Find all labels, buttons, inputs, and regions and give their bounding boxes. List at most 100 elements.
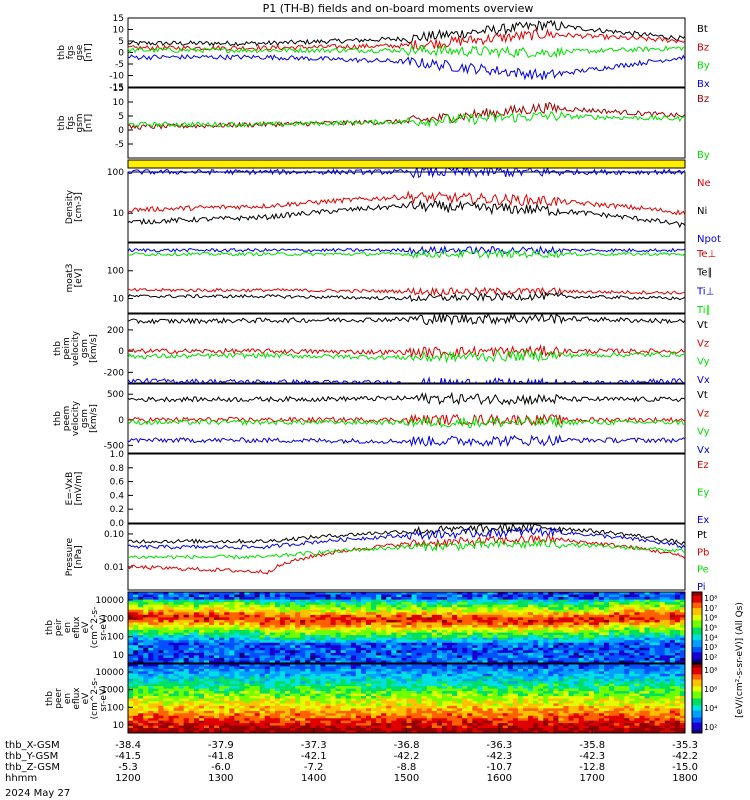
heatmap-cell — [553, 671, 559, 675]
heatmap-cell — [148, 597, 154, 601]
heatmap-cell — [209, 686, 215, 690]
heatmap-cell — [239, 660, 245, 664]
heatmap-cell — [421, 696, 428, 699]
heatmap-cell — [138, 635, 144, 639]
heatmap-cell — [178, 696, 185, 699]
heatmap-cell — [553, 622, 559, 626]
heatmap-cell — [193, 612, 200, 616]
heatmap-cell — [654, 693, 661, 697]
heatmap-cell — [214, 630, 220, 633]
heatmap-cell — [644, 604, 650, 608]
heatmap-cell — [229, 630, 235, 633]
heatmap-cell — [441, 700, 448, 704]
heatmap-cell — [411, 635, 418, 639]
heatmap-cell — [274, 612, 281, 616]
heatmap-cell — [193, 666, 200, 670]
heatmap-cell — [279, 652, 286, 656]
heatmap-cell — [244, 666, 250, 670]
heatmap-cell — [669, 624, 676, 628]
heatmap-cell — [203, 624, 210, 628]
heatmap-cell — [669, 642, 676, 646]
heatmap-cell — [507, 619, 514, 623]
heatmap-cell — [497, 602, 504, 606]
heatmap-cell — [198, 678, 205, 682]
heatmap-cell — [426, 597, 433, 601]
heatmap-cell — [143, 619, 149, 623]
heatmap-cell — [431, 671, 438, 675]
heatmap-cell — [548, 622, 554, 626]
heatmap-cell — [355, 660, 362, 664]
heatmap-cell — [457, 696, 463, 699]
heatmap-cell — [497, 614, 504, 618]
heatmap-cell — [325, 640, 331, 644]
heatmap-cell — [431, 627, 438, 631]
heatmap-cell — [522, 619, 529, 623]
heatmap-cell — [603, 640, 610, 644]
heatmap-cell — [659, 660, 666, 664]
series-line-Ne — [127, 190, 686, 216]
heatmap-cell — [158, 640, 164, 644]
heatmap-cell — [350, 660, 357, 664]
heatmap-cell — [659, 619, 666, 623]
heatmap-cell — [614, 597, 620, 601]
heatmap-cell — [173, 696, 180, 699]
heatmap-cell — [219, 607, 225, 611]
heatmap-cell — [381, 664, 387, 667]
heatmap-cell — [598, 619, 605, 623]
heatmap-cell — [259, 657, 266, 661]
heatmap-cell — [639, 666, 645, 670]
heatmap-cell — [492, 693, 499, 697]
heatmap-cell — [588, 607, 595, 611]
heatmap-cell — [365, 696, 372, 699]
heatmap-cell — [173, 599, 180, 603]
heatmap-cell — [431, 686, 438, 690]
heatmap-cell — [578, 642, 585, 646]
heatmap-cell — [254, 604, 261, 608]
heatmap-cell — [284, 609, 291, 613]
heatmap-cell — [447, 686, 453, 690]
heatmap-cell — [426, 666, 433, 670]
heatmap-cell — [249, 597, 255, 601]
heatmap-cell — [325, 597, 331, 601]
heatmap-cell — [522, 673, 529, 677]
heatmap-cell — [305, 617, 311, 621]
heatmap-cell — [183, 652, 190, 656]
heatmap-cell — [188, 683, 195, 687]
heatmap-cell — [406, 622, 412, 626]
heatmap-cell — [482, 683, 488, 687]
heatmap-cell — [386, 635, 392, 639]
heatmap-cell — [310, 594, 316, 598]
heatmap-cell — [264, 607, 271, 611]
heatmap-cell — [229, 592, 235, 595]
heatmap-cell — [138, 637, 144, 641]
heatmap-cell — [345, 668, 352, 672]
heatmap-cell — [244, 604, 250, 608]
heatmap-cell — [315, 657, 321, 661]
heatmap-cell — [477, 691, 483, 694]
heatmap-cell — [563, 673, 569, 677]
heatmap-cell — [543, 683, 549, 687]
heatmap-cell — [573, 642, 580, 646]
heatmap-cell — [325, 642, 331, 646]
heatmap-cell — [603, 698, 610, 702]
heatmap-cell — [598, 609, 605, 613]
heatmap-cell — [320, 671, 326, 675]
heatmap-cell — [259, 599, 266, 603]
heatmap-cell — [563, 630, 569, 633]
heatmap-cell — [477, 652, 483, 656]
heatmap-cell — [522, 592, 529, 595]
heatmap-cell — [603, 627, 610, 631]
heatmap-cell — [360, 627, 367, 631]
heatmap-cell — [669, 664, 676, 667]
heatmap-cell — [462, 650, 468, 654]
heatmap-cell — [239, 599, 245, 603]
heatmap-cell — [609, 594, 615, 598]
heatmap-cell — [148, 617, 154, 621]
heatmap-cell — [593, 627, 600, 631]
heatmap-cell — [386, 660, 392, 664]
heatmap-cell — [573, 619, 580, 623]
heatmap-cell — [674, 668, 681, 672]
heatmap-cell — [644, 671, 650, 675]
heatmap-cell — [457, 630, 463, 633]
series-line-Pb — [127, 534, 686, 575]
